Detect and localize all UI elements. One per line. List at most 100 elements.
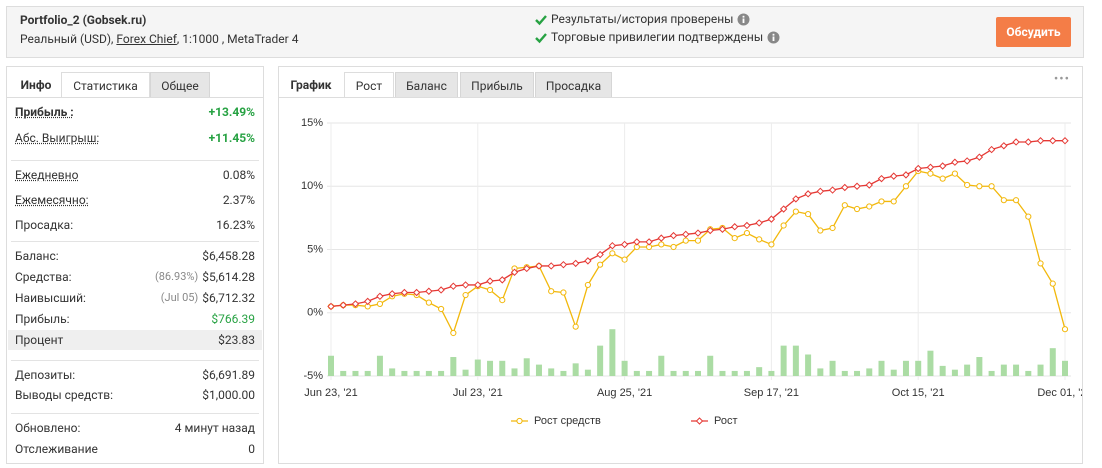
- point: [951, 158, 959, 166]
- stat-value: 0.08%: [222, 168, 255, 182]
- more-menu[interactable]: •••: [1053, 72, 1070, 87]
- stat-value: $6,712.32: [202, 291, 255, 305]
- broker-link[interactable]: Forex Chief: [116, 32, 177, 46]
- point: [767, 215, 776, 223]
- activity-bar: [560, 370, 567, 376]
- point: [388, 290, 396, 298]
- check-mark: [535, 15, 547, 26]
- separator: [11, 241, 259, 242]
- point: [927, 170, 934, 177]
- activity-bar: [389, 368, 396, 376]
- point: [560, 289, 567, 296]
- point: [1012, 138, 1020, 146]
- discuss-button[interactable]: Обсудить: [996, 17, 1071, 47]
- activity-bar: [707, 355, 714, 376]
- stat-label: Наивысший:: [15, 291, 86, 305]
- activity-bar: [438, 370, 445, 376]
- point: [584, 281, 591, 289]
- stats-tab[interactable]: Общее: [150, 72, 210, 98]
- stat-label: Прибыль:: [15, 312, 70, 326]
- y-tick-label: -5%: [303, 370, 323, 382]
- activity-bar: [902, 360, 909, 376]
- point: [730, 223, 739, 231]
- point: [1036, 137, 1045, 145]
- activity-bar: [328, 355, 334, 376]
- chart-tab[interactable]: График: [290, 78, 332, 92]
- point: [597, 261, 604, 268]
- info-icon[interactable]: [737, 13, 750, 26]
- activity-bar: [535, 364, 542, 376]
- point: [486, 277, 494, 285]
- point: [731, 235, 738, 242]
- activity-bar: [841, 370, 848, 376]
- activity-bar: [597, 345, 604, 376]
- point: [572, 323, 579, 330]
- point: [792, 208, 799, 215]
- tab-rule: [7, 97, 263, 98]
- activity-bar: [976, 357, 983, 376]
- point: [926, 163, 935, 171]
- activity-bar: [939, 365, 946, 376]
- legend-label: Рост: [714, 415, 738, 427]
- point: [548, 288, 555, 295]
- activity-bar: [376, 355, 383, 376]
- chart-tab[interactable]: Баланс: [395, 72, 458, 98]
- x-tick-label: Jul 23, '21: [453, 387, 503, 399]
- activity-bar: [499, 360, 506, 376]
- point: [866, 203, 873, 210]
- point: [339, 301, 347, 309]
- chart-tab[interactable]: Рост: [344, 72, 394, 98]
- stat-value: $23.83: [218, 333, 255, 347]
- point: [376, 292, 384, 301]
- stat-label: Абс. Выигрыш:: [15, 131, 100, 145]
- point: [890, 172, 898, 180]
- activity-bar: [1013, 364, 1020, 376]
- activity-bar: [731, 370, 738, 376]
- stat-value: 2.37%: [222, 193, 255, 207]
- point: [1061, 326, 1069, 333]
- subtitle-suffix: , 1:1000 , MetaTrader 4: [176, 32, 299, 46]
- point: [425, 299, 432, 306]
- point: [510, 268, 519, 276]
- point: [571, 259, 580, 268]
- info-dot: [743, 15, 745, 18]
- point: [853, 205, 861, 213]
- activity-bar: [511, 368, 518, 376]
- point: [963, 157, 971, 165]
- activity-bar: [695, 370, 701, 376]
- point: [914, 164, 922, 173]
- point: [951, 170, 959, 177]
- subtitle: Реальный (USD), Forex Chief, 1:1000 , Me…: [20, 32, 298, 46]
- point: [976, 183, 983, 190]
- point: [609, 250, 616, 257]
- series: [327, 167, 1069, 337]
- stats-tab[interactable]: Инфо: [20, 78, 52, 92]
- y-tick-label: 0%: [307, 307, 323, 319]
- point: [327, 302, 335, 311]
- point: [987, 145, 996, 154]
- point: [1000, 142, 1008, 150]
- point: [474, 281, 482, 289]
- activity-bar: [658, 355, 665, 376]
- chart-tab[interactable]: Просадка: [535, 72, 612, 98]
- row-shade: [8, 330, 262, 350]
- point: [523, 264, 531, 273]
- point: [596, 250, 604, 259]
- point: [853, 182, 861, 190]
- point: [877, 174, 886, 183]
- activity-bar: [719, 370, 726, 376]
- activity-bar: [572, 363, 579, 376]
- stat-label: Ежемесячно:: [15, 193, 89, 207]
- info-icon[interactable]: [767, 31, 780, 44]
- stat-label: Отслеживание: [15, 442, 98, 456]
- point: [829, 224, 836, 232]
- stat-label: Выводы средств:: [15, 388, 114, 402]
- point: [1061, 137, 1069, 145]
- stats-tab[interactable]: Статистика: [61, 72, 150, 98]
- stat-value: $5,614.28: [202, 270, 255, 284]
- point: [828, 186, 837, 194]
- point: [841, 202, 848, 209]
- stat-value: $1,000.00: [202, 388, 255, 402]
- chart-tab[interactable]: Прибыль: [460, 72, 534, 98]
- stat-label: Средства:: [15, 270, 72, 284]
